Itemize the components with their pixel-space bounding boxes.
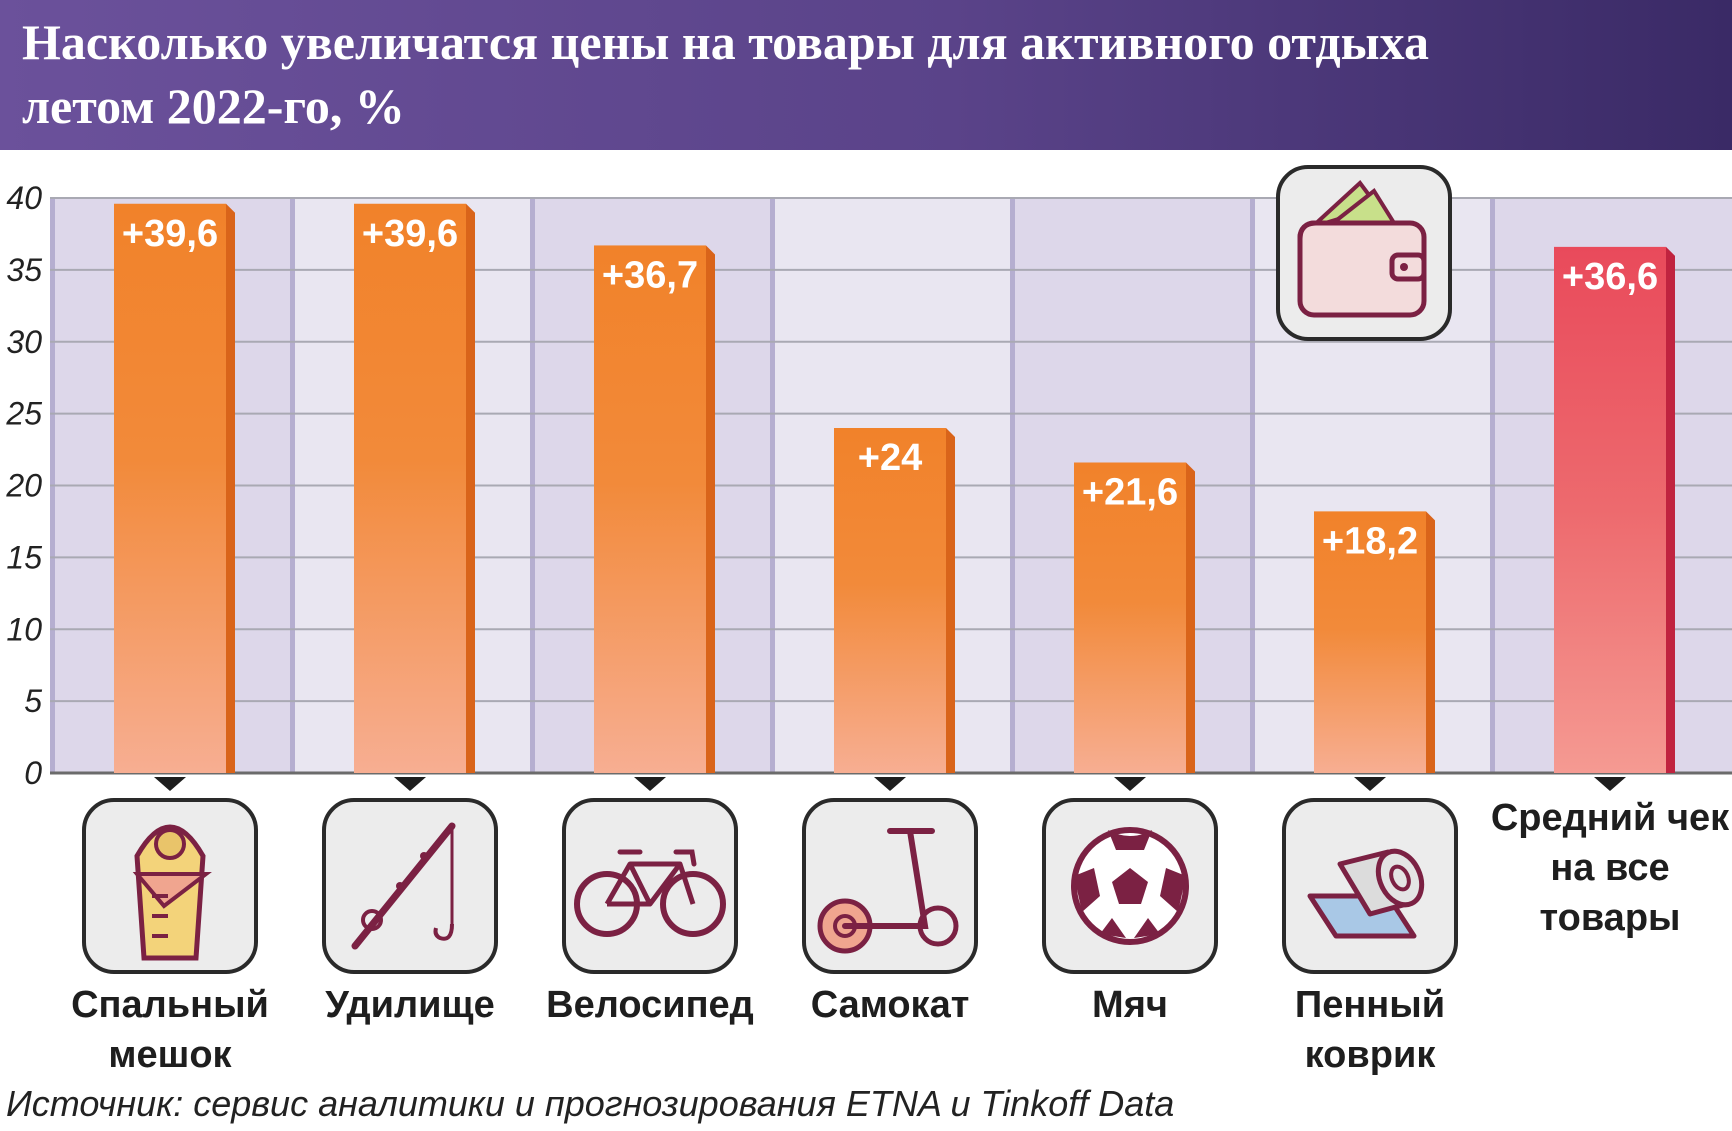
- bar: [1314, 511, 1426, 773]
- bicycle-icon: [562, 798, 738, 974]
- scooter-icon: [802, 798, 978, 974]
- category-label: Пенный: [1295, 984, 1445, 1026]
- bar-chart: 0 5 10 15 20 25 30 35 40 +39,6 +39,6 +36,7 +24 +21,6…: [5, 165, 1732, 1076]
- foam-mat-icon: [1282, 798, 1458, 974]
- bar: [834, 428, 946, 773]
- bar-value-label: +36,6: [1562, 256, 1658, 298]
- bar-value-label: +24: [858, 437, 922, 479]
- pointer-marker: [1354, 777, 1386, 791]
- bar: [594, 245, 706, 773]
- bar-group: +36,7: [594, 245, 715, 773]
- fishing-rod-icon: [322, 798, 498, 974]
- bar-side: [1666, 246, 1675, 773]
- category-label: на все: [1550, 847, 1669, 889]
- bar-group: +24: [834, 428, 955, 773]
- wallet-icon: [1276, 165, 1452, 341]
- bar: [1074, 462, 1186, 773]
- bar-value-label: +39,6: [362, 213, 458, 255]
- pointer-marker: [1594, 777, 1626, 791]
- bar-side: [466, 203, 475, 773]
- bar-value-label: +18,2: [1322, 520, 1418, 562]
- pointer-marker: [154, 777, 186, 791]
- sleeping-bag-icon: [82, 798, 258, 974]
- bar-group: +18,2: [1314, 511, 1435, 773]
- source-note: Источник: сервис аналитики и прогнозиров…: [6, 1083, 1175, 1124]
- category-label: Спальный: [71, 984, 269, 1026]
- header-banner: Насколько увеличатся цены на товары для …: [0, 0, 1732, 150]
- pointer-marker: [874, 777, 906, 791]
- bar-side: [706, 245, 715, 773]
- pointer-marker: [394, 777, 426, 791]
- category-label: коврик: [1305, 1034, 1437, 1076]
- pointer-marker: [634, 777, 666, 791]
- category-label: Самокат: [811, 984, 970, 1026]
- bar-side: [946, 428, 955, 773]
- bar-value-label: +39,6: [122, 213, 218, 255]
- category-label: товары: [1540, 897, 1681, 939]
- bar-value-label: +36,7: [602, 254, 698, 296]
- chart-title: Насколько увеличатся цены на товары для …: [22, 10, 1712, 138]
- title-line-2: летом 2022-го, %: [22, 78, 405, 134]
- y-tick-label: 5: [24, 683, 42, 719]
- y-tick-label: 40: [6, 180, 42, 216]
- y-tick-label: 10: [6, 611, 42, 647]
- bar-side: [1186, 462, 1195, 773]
- category-label: мешок: [108, 1034, 232, 1076]
- bar-group: +39,6: [114, 203, 235, 773]
- category-label: Средний чек: [1491, 797, 1730, 839]
- category-label: Мяч: [1092, 984, 1168, 1026]
- bar: [1554, 246, 1666, 773]
- category-label: Велосипед: [546, 984, 754, 1026]
- bar-side: [1426, 511, 1435, 773]
- y-tick-label: 30: [6, 324, 42, 360]
- category-label: Удилище: [325, 984, 494, 1026]
- y-tick-label: 0: [24, 755, 42, 791]
- bar: [354, 203, 466, 773]
- title-line-1: Насколько увеличатся цены на товары для …: [22, 14, 1430, 70]
- y-tick-label: 15: [6, 539, 42, 575]
- bar-group: +36,6: [1554, 246, 1675, 773]
- soccer-ball-icon: [1042, 798, 1218, 974]
- bar: [114, 203, 226, 773]
- bar-side: [226, 203, 235, 773]
- bar-group: +21,6: [1074, 462, 1195, 773]
- y-tick-label: 25: [5, 396, 42, 432]
- y-tick-label: 35: [6, 252, 42, 288]
- bar-group: +39,6: [354, 203, 475, 773]
- bar-value-label: +21,6: [1082, 472, 1178, 514]
- pointer-marker: [1114, 777, 1146, 791]
- y-tick-label: 20: [5, 468, 42, 504]
